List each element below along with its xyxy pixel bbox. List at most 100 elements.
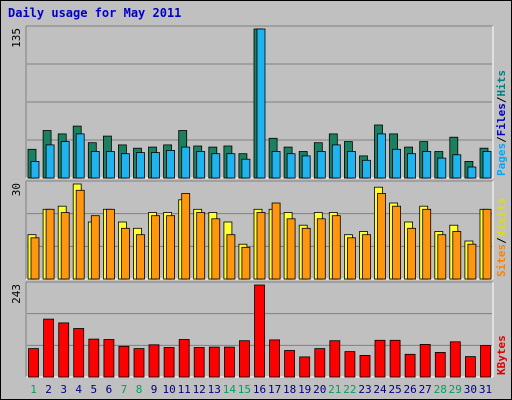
legend-entry: Hits (495, 70, 508, 97)
bar-visits-sites-day-19 (301, 227, 311, 280)
x-tick-label-day-28: 28 (434, 383, 447, 396)
x-tick-label-day-3: 3 (60, 383, 67, 396)
bar-kbytes-kbytes-day-11 (178, 339, 190, 378)
bar-visits-sites-day-22 (346, 237, 356, 280)
legend-entry: / (495, 136, 508, 143)
x-tick-label-day-21: 21 (328, 383, 341, 396)
x-tick-label-day-11: 11 (178, 383, 191, 396)
bar-kbytes-kbytes-day-29 (449, 341, 461, 378)
bar-hits-pages-day-16 (256, 28, 266, 179)
x-tick-label-day-15: 15 (238, 383, 251, 396)
bar-kbytes-kbytes-day-7 (118, 345, 130, 378)
bar-kbytes-kbytes-day-21 (329, 340, 341, 378)
bar-visits-sites-day-21 (331, 215, 341, 280)
bar-visits-sites-day-15 (241, 246, 251, 280)
x-tick-label-day-6: 6 (106, 383, 113, 396)
x-tick-label-day-2: 2 (45, 383, 52, 396)
legend-entry: Pages (495, 143, 508, 176)
panel-visits-max-label: 30 (10, 183, 23, 196)
bar-kbytes-kbytes-day-6 (103, 339, 115, 378)
bar-hits-pages-day-31 (482, 151, 492, 179)
bar-hits-pages-day-14 (226, 153, 236, 179)
bar-hits-pages-day-6 (106, 151, 115, 179)
x-tick-label-day-4: 4 (75, 383, 82, 396)
bar-hits-pages-day-2 (45, 144, 55, 179)
x-tick-label-day-8: 8 (136, 383, 143, 396)
bar-hits-pages-day-26 (407, 153, 417, 179)
bar-visits-sites-day-31 (482, 208, 492, 280)
bar-visits-sites-day-3 (60, 212, 70, 280)
bar-visits-sites-day-18 (286, 218, 296, 280)
bar-hits-pages-day-13 (211, 153, 221, 179)
bar-hits-pages-day-29 (452, 154, 462, 179)
bar-hits-pages-day-21 (331, 144, 341, 179)
bar-hits-pages-day-27 (422, 151, 432, 179)
x-tick-label-day-18: 18 (283, 383, 296, 396)
x-tick-label-day-16: 16 (253, 383, 266, 396)
bar-kbytes-kbytes-day-27 (419, 343, 431, 378)
bar-kbytes-kbytes-day-26 (404, 353, 416, 378)
bar-kbytes-kbytes-day-23 (359, 354, 371, 378)
bar-visits-sites-day-20 (316, 218, 326, 280)
legend-entry: Visits (495, 198, 508, 238)
x-tick-label-day-27: 27 (419, 383, 432, 396)
bar-visits-sites-day-11 (181, 193, 191, 280)
x-tick-label-day-12: 12 (193, 383, 206, 396)
bar-kbytes-kbytes-day-28 (434, 351, 446, 378)
bar-hits-pages-day-25 (392, 148, 402, 179)
bar-visits-sites-day-17 (271, 202, 281, 280)
legend-entry: / (495, 237, 508, 244)
bar-kbytes-kbytes-day-8 (133, 348, 145, 378)
bar-kbytes-kbytes-day-13 (208, 346, 220, 378)
bar-hits-pages-day-3 (60, 141, 70, 179)
bar-visits-sites-day-12 (196, 212, 206, 280)
bar-visits-sites-day-16 (256, 212, 266, 280)
x-tick-label-day-26: 26 (403, 383, 416, 396)
panel-hits-legend: Pages/Files/Hits (495, 70, 508, 176)
x-tick-label-day-24: 24 (373, 383, 387, 396)
bar-visits-sites-day-9 (151, 215, 160, 280)
bar-kbytes-kbytes-day-15 (238, 340, 250, 378)
bar-kbytes-kbytes-day-12 (193, 347, 205, 378)
bar-kbytes-kbytes-day-2 (43, 318, 54, 378)
bar-kbytes-kbytes-day-22 (344, 351, 356, 378)
legend-entry: Sites (495, 244, 508, 277)
bar-visits-sites-day-6 (106, 208, 115, 280)
bar-visits-sites-day-23 (362, 234, 371, 280)
bar-kbytes-kbytes-day-1 (28, 348, 39, 378)
legend-entry: / (495, 96, 508, 103)
panel-kbytes-legend: KBytes (495, 335, 508, 375)
x-tick-label-day-14: 14 (223, 383, 237, 396)
panel-kbytes-max-label: 243 (10, 284, 23, 304)
bar-hits-pages-day-5 (90, 151, 100, 179)
bar-hits-pages-day-23 (362, 159, 371, 179)
bar-kbytes-kbytes-day-24 (374, 339, 386, 378)
bar-hits-pages-day-19 (301, 155, 311, 179)
x-tick-label-day-20: 20 (313, 383, 326, 396)
x-tick-label-day-31: 31 (479, 383, 492, 396)
x-tick-label-day-5: 5 (90, 383, 97, 396)
bar-visits-sites-day-24 (377, 193, 386, 280)
panel-visits-legend: Sites/Visits (495, 198, 508, 278)
bar-hits-pages-day-18 (286, 153, 296, 179)
bar-hits-pages-day-24 (377, 133, 386, 179)
bar-kbytes-kbytes-day-31 (480, 345, 491, 378)
bar-kbytes-kbytes-day-3 (58, 322, 70, 378)
bar-kbytes-kbytes-day-25 (389, 339, 401, 378)
bar-hits-pages-day-20 (316, 151, 326, 179)
bar-kbytes-kbytes-day-16 (254, 284, 265, 378)
bar-visits-sites-day-2 (45, 208, 55, 280)
legend-entry: KBytes (495, 335, 508, 375)
bar-kbytes-kbytes-day-9 (148, 344, 160, 378)
bar-hits-pages-day-22 (346, 151, 356, 179)
x-tick-label-day-9: 9 (151, 383, 158, 396)
bar-kbytes-kbytes-day-20 (314, 348, 326, 378)
x-tick-label-day-7: 7 (121, 383, 128, 396)
bar-hits-pages-day-30 (467, 166, 477, 179)
bar-visits-sites-day-27 (422, 208, 432, 280)
bar-hits-pages-day-4 (75, 133, 85, 179)
bar-visits-sites-day-28 (437, 234, 447, 280)
bar-hits-pages-day-17 (271, 151, 281, 179)
